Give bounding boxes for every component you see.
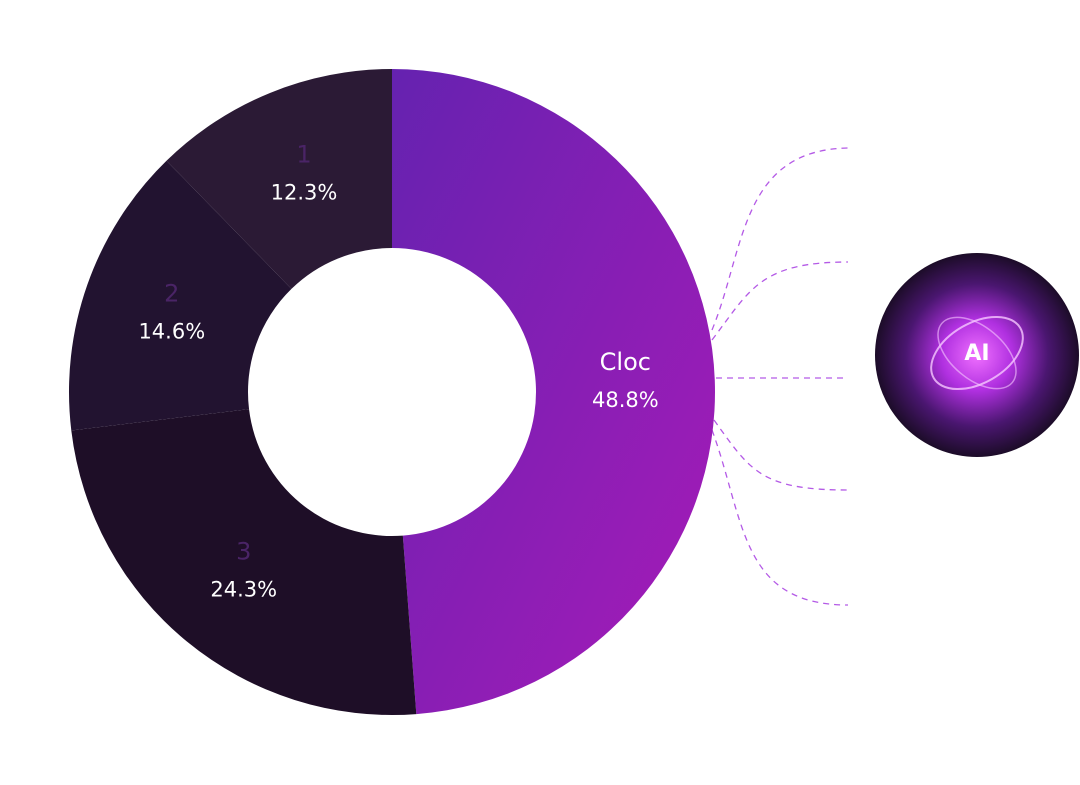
connector-line xyxy=(711,261,849,341)
slice-value-label: 14.6% xyxy=(138,319,205,343)
badge-label: AI xyxy=(964,341,989,366)
orbit xyxy=(930,315,1024,391)
slice-name: 3 xyxy=(236,537,251,565)
connector-line xyxy=(713,419,849,491)
orbit xyxy=(937,316,1017,390)
connector-line xyxy=(711,429,849,606)
slice-value-label: 48.8% xyxy=(592,388,659,412)
slice-name: Cloc xyxy=(600,348,651,376)
slice-value-label: 12.3% xyxy=(271,181,338,205)
ai-badge: AI xyxy=(875,253,1079,457)
donut-slice xyxy=(71,409,417,715)
slice-value-label: 24.3% xyxy=(210,577,277,601)
donut-slice xyxy=(392,69,715,715)
donut-slice xyxy=(69,160,292,431)
donut-slice xyxy=(166,69,392,289)
slice-name: 1 xyxy=(296,141,311,169)
donut: Cloc 48.8% 3 24.3% 2 14.6% 1 12.3% xyxy=(69,69,715,715)
connector-line xyxy=(711,147,849,331)
connectors xyxy=(711,147,849,606)
slice-name: 2 xyxy=(164,279,179,307)
badge-circle xyxy=(875,253,1079,457)
